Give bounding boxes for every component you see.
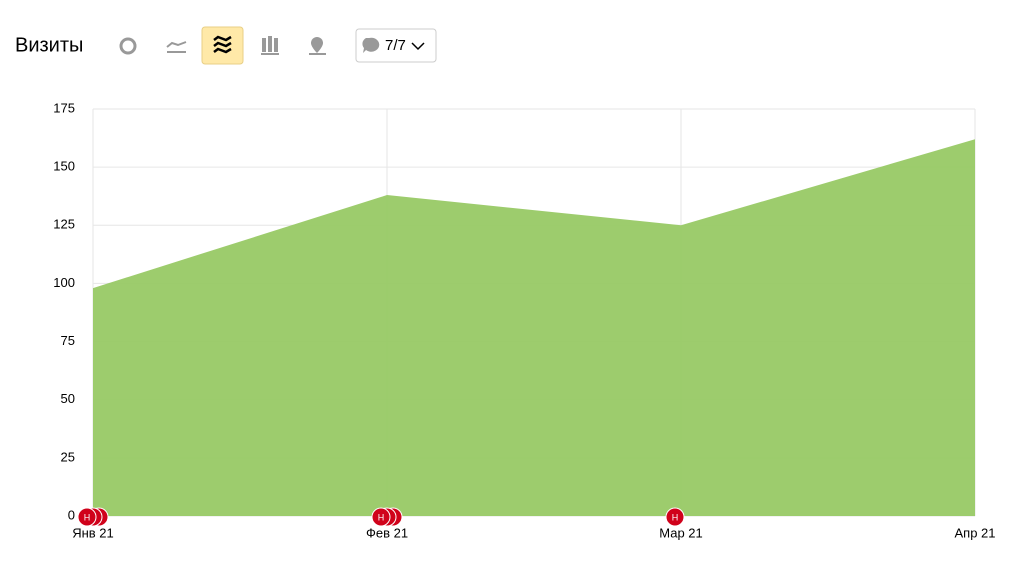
annotation-marker[interactable]: Н — [77, 507, 109, 527]
notes-dropdown[interactable]: 7/7 — [355, 28, 437, 63]
toolbar: 7/7 — [119, 26, 437, 65]
y-tick-label: 175 — [53, 100, 75, 115]
pie-chart-button[interactable] — [119, 37, 137, 55]
x-tick-label: Янв 21 — [72, 525, 114, 540]
bar-chart-button[interactable] — [261, 36, 279, 55]
area — [93, 139, 975, 516]
x-tick-label: Апр 21 — [954, 525, 995, 540]
annotation-circle — [371, 507, 391, 527]
annotation-label: Н — [672, 512, 679, 522]
annotation-circle — [665, 507, 685, 527]
y-tick-label: 150 — [53, 159, 75, 174]
annotation-circle — [77, 507, 97, 527]
chart-title: Визиты — [15, 34, 83, 56]
map-button[interactable] — [309, 37, 326, 55]
y-tick-label: 0 — [68, 507, 75, 522]
x-tick-label: Мар 21 — [659, 525, 703, 540]
y-tick-label: 50 — [61, 391, 75, 406]
y-tick-label: 100 — [53, 275, 75, 290]
line-chart-button[interactable] — [166, 41, 187, 53]
annotation-label: Н — [378, 512, 385, 522]
notes-filter-label: 7/7 — [385, 37, 406, 54]
annotation-marker[interactable]: Н — [371, 507, 403, 527]
y-tick-label: 125 — [53, 217, 75, 232]
y-tick-label: 75 — [61, 333, 75, 348]
x-tick-label: Фев 21 — [366, 525, 408, 540]
area-chart-button[interactable] — [201, 26, 244, 65]
annotation-marker[interactable]: Н — [665, 507, 685, 527]
y-tick-label: 25 — [61, 449, 75, 464]
annotation-label: Н — [84, 512, 91, 522]
